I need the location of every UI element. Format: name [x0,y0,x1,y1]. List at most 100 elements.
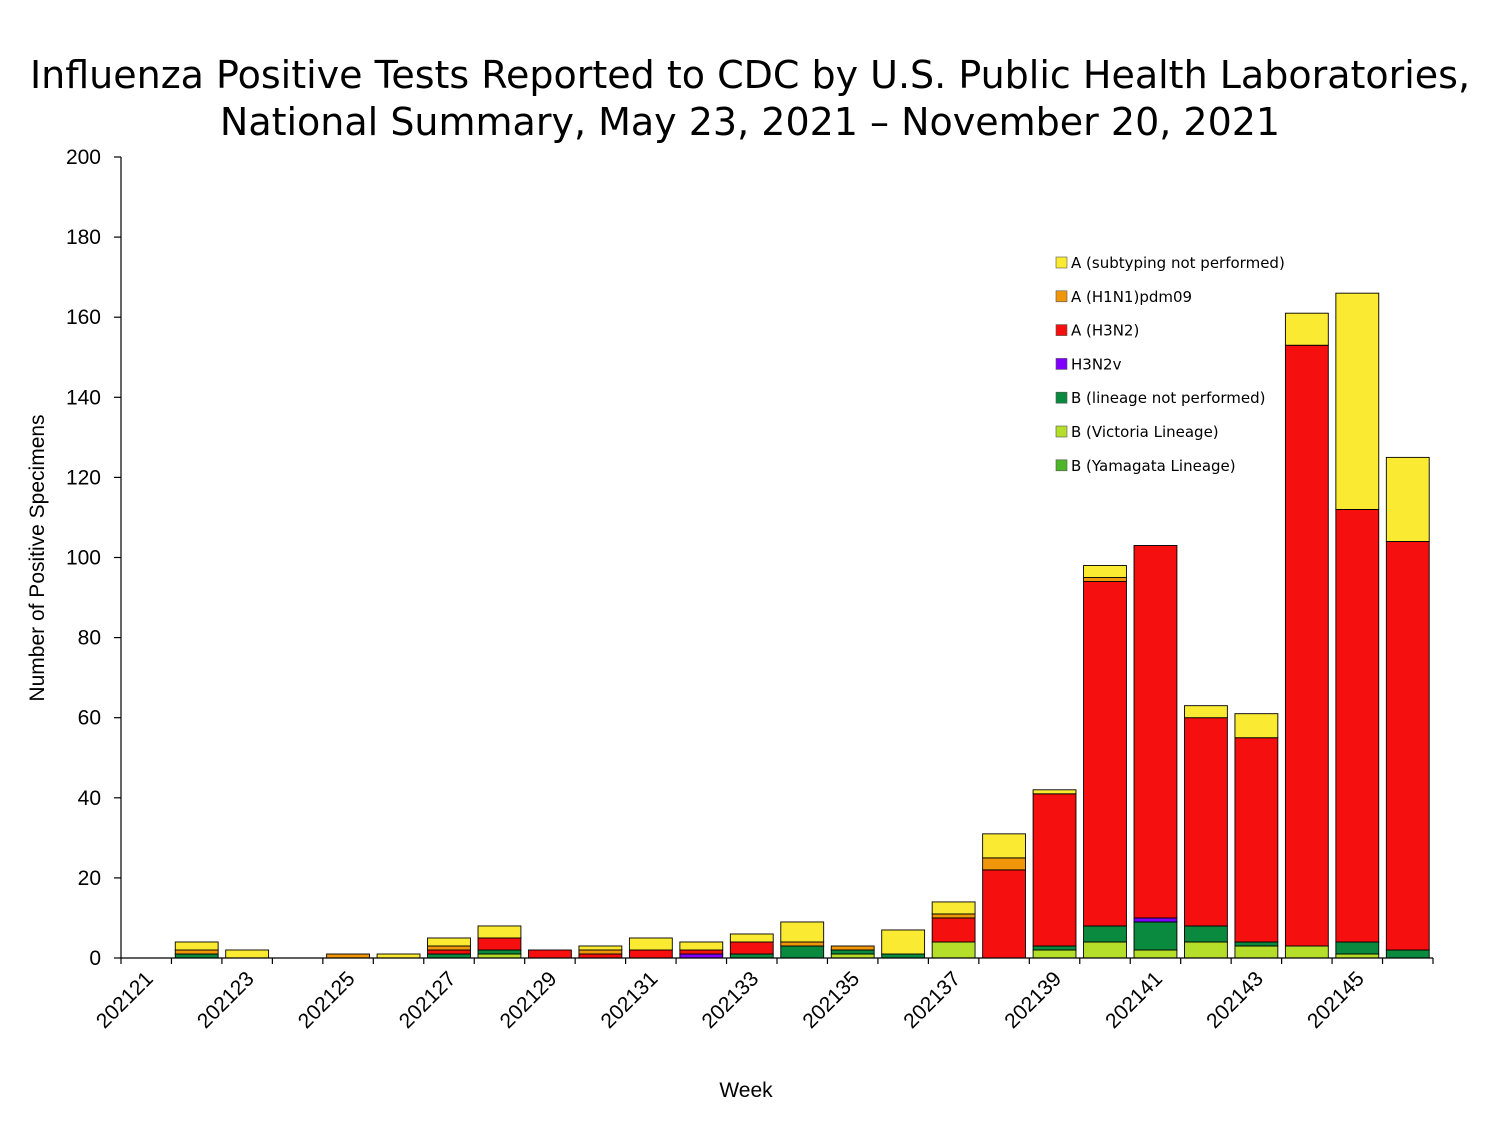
legend-swatch-0 [1055,256,1068,269]
bar-202145-series-6 [1335,292,1380,510]
bar-202134-series-2 [780,945,825,959]
y-tick-label-80: 80 [78,627,101,650]
bar-202142-series-1 [1184,941,1228,959]
bar-202140-series-6 [1083,565,1127,578]
x-tick-label-202139: 202139 [1000,967,1066,1033]
bar-202133-series-6 [729,933,774,943]
bar-202128-series-2 [477,949,522,955]
bar-202140-series-5 [1083,577,1127,582]
legend-label-0: A (subtyping not performed) [1071,254,1285,272]
bar-202139-series-1 [1032,949,1077,959]
y-tick-label-20: 20 [78,867,101,890]
legend-swatch-1 [1055,290,1068,303]
bar-202142-series-2 [1184,925,1228,943]
y-tick-label-160: 160 [66,306,101,329]
bar-202143-series-4 [1234,737,1279,943]
bar-202135-series-5 [830,945,875,951]
chart-title-line-1: Influenza Positive Tests Reported to CDC… [30,53,1470,97]
bar-202146-series-2 [1385,949,1430,959]
bar-202136-series-6 [881,929,926,955]
bar-202127-series-5 [427,945,471,951]
x-tick-label-202133: 202133 [697,967,763,1033]
legend-label-1: A (H1N1)pdm09 [1071,288,1192,306]
bar-202144-series-1 [1284,945,1329,959]
bar-202132-series-4 [679,949,724,955]
y-tick-label-120: 120 [66,466,101,489]
legend-swatch-3 [1055,358,1068,370]
chart-title-line-2: National Summary, May 23, 2021 – Novembe… [220,100,1280,144]
legend-swatch-5 [1055,425,1068,438]
bar-202146-series-6 [1385,456,1430,542]
y-tick-label-100: 100 [66,547,101,570]
y-tick-label-0: 0 [89,947,101,970]
bar-202129-series-4 [528,949,572,959]
x-tick-label-202131: 202131 [597,967,663,1033]
bar-202137-series-1 [931,941,976,959]
x-tick-label-202145: 202145 [1303,967,1369,1033]
y-tick-label-60: 60 [78,707,101,730]
x-tick-label-202129: 202129 [496,967,562,1033]
bar-202138-series-6 [982,833,1026,859]
bar-202142-series-6 [1184,705,1228,719]
legend-swatch-6 [1055,459,1068,472]
legend-swatch-2 [1055,324,1068,336]
bar-202138-series-5 [982,857,1026,871]
x-tick-label-202143: 202143 [1202,967,1268,1033]
bar-202144-series-4 [1284,344,1329,947]
y-tick-label-200: 200 [66,146,101,169]
bar-202134-series-6 [780,921,825,943]
bar-202141-series-4 [1133,545,1178,919]
axes-group: 0 20 40 60 80 100 120 140 160 180 200 202121 202123 2… [66,146,1434,1033]
bar-202143-series-6 [1234,713,1279,739]
bar-202127-series-6 [427,937,471,947]
bar-202141-series-3 [1133,917,1178,923]
bar-202143-series-1 [1234,945,1279,959]
legend-swatch-4 [1055,391,1068,404]
bar-202139-series-6 [1032,789,1077,795]
legend-label-6: B (Yamagata Lineage) [1071,457,1236,475]
bar-202135-series-2 [830,949,875,955]
legend: A (subtyping not performed) A (H1N1)pdm09… [1055,254,1285,475]
y-tick-label-40: 40 [78,787,101,810]
bar-202132-series-6 [679,941,724,951]
bar-202139-series-4 [1032,793,1077,947]
x-tick-label-202123: 202123 [193,967,259,1033]
y-tick-label-180: 180 [66,226,101,249]
bar-202130-series-6 [578,945,623,951]
bar-202131-series-6 [628,937,673,951]
bar-202122-series-5 [174,949,219,955]
x-tick-label-202127: 202127 [395,967,461,1033]
bar-202139-series-2 [1032,945,1077,951]
x-tick-label-202137: 202137 [899,967,965,1033]
bar-202122-series-6 [174,941,219,951]
bar-202131-series-4 [628,949,673,959]
bar-202133-series-4 [729,941,774,955]
x-tick-label-202121: 202121 [92,967,158,1033]
bar-202140-series-1 [1083,941,1127,959]
bar-202137-series-5 [931,913,976,919]
bar-202127-series-4 [427,949,471,955]
bar-202130-series-5 [578,949,623,955]
bar-202137-series-6 [931,901,976,915]
bar-202140-series-2 [1083,925,1127,943]
bar-202128-series-4 [477,937,522,951]
bar-202141-series-2 [1133,921,1178,951]
bar-202141-series-1 [1133,949,1178,959]
bar-202143-series-2 [1234,941,1279,947]
bar-202123-series-6 [225,949,270,959]
bar-202140-series-4 [1083,581,1127,927]
x-axis-label: Week [719,1079,773,1102]
bars-group [174,292,1430,959]
bar-202137-series-4 [931,917,976,943]
bar-202134-series-5 [780,941,825,947]
bar-202138-series-4 [982,869,1026,959]
x-tick-label-202141: 202141 [1101,967,1167,1033]
legend-label-3: H3N2v [1071,355,1122,373]
bar-202128-series-6 [477,925,522,939]
x-tick-label-202125: 202125 [294,967,360,1033]
legend-label-2: A (H3N2) [1071,322,1139,340]
bar-202145-series-4 [1335,508,1380,943]
x-tick-label-202135: 202135 [798,967,864,1033]
y-tick-label-140: 140 [66,386,101,409]
